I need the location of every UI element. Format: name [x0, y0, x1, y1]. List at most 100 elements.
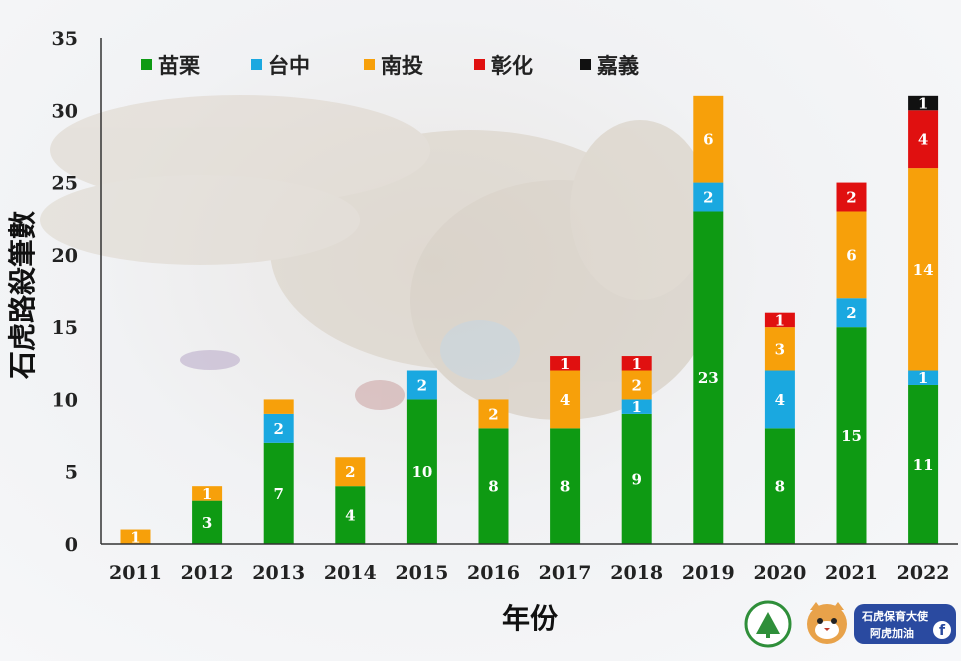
data-label: 8 [775, 478, 785, 496]
data-label: 1 [775, 311, 785, 329]
data-label: 4 [918, 131, 928, 149]
legend-swatch [580, 59, 591, 70]
legend-item: 南投 [364, 54, 423, 78]
legend-label: 台中 [268, 54, 310, 78]
data-label: 2 [846, 189, 856, 207]
bar-segment [192, 486, 223, 501]
x-axis-title: 年份 [502, 602, 558, 635]
legend-swatch [474, 59, 485, 70]
bar-segment [621, 356, 652, 371]
bar-segment [406, 370, 437, 400]
bar-stack-2019: 23 2 6 [693, 95, 724, 544]
x-tick-label: 2011 [109, 562, 162, 584]
bar-segment [192, 500, 223, 544]
y-tick-label: 15 [52, 317, 78, 339]
badge-text: 石虎保育大使 [861, 609, 929, 623]
legend-label: 嘉義 [597, 54, 639, 78]
data-label: 1 [560, 355, 570, 373]
bar-segment [836, 327, 867, 544]
bar-stack-2016: 82 [478, 399, 509, 544]
data-label: 6 [703, 131, 713, 149]
bar-stack-2021: 15 2 6 2 [836, 182, 867, 544]
x-tick-label: 2015 [395, 562, 448, 584]
bar-segment [693, 182, 724, 212]
data-label: 1 [130, 528, 140, 546]
y-tick-label: 5 [65, 462, 78, 484]
bar-segment [621, 413, 652, 544]
bar-segment [908, 95, 939, 111]
bar-segment [908, 370, 939, 385]
bar-segment [550, 370, 581, 429]
bar-segment [836, 211, 867, 299]
facebook-icon: f [939, 623, 946, 639]
data-label: 9 [631, 470, 641, 488]
legend-item: 台中 [251, 54, 310, 78]
x-tick-label: 2020 [753, 562, 806, 584]
bar-segment [693, 211, 724, 544]
legend-item: 苗栗 [141, 54, 200, 78]
x-tick-label: 2016 [467, 562, 520, 584]
legend-label: 苗栗 [158, 54, 200, 78]
bar-stack-2014: 42 [335, 457, 366, 544]
legend: 苗栗 台中 南投 彰化 嘉義 [141, 54, 639, 78]
y-tick-label: 30 [52, 100, 78, 122]
x-tick-label: 2013 [252, 562, 305, 584]
legend-swatch [251, 59, 262, 70]
badge-subtext: 阿虎加油 [870, 626, 914, 640]
leopard-cat-mascot-logo [807, 602, 847, 644]
legend-swatch [364, 59, 375, 70]
bar-stack-2020: 8 4 3 1 [764, 311, 795, 544]
data-label: 1 [631, 398, 641, 416]
y-axis-title: 石虎路殺筆數 [6, 211, 39, 380]
bar-segment [621, 370, 652, 400]
data-label: 8 [560, 478, 570, 496]
data-label: 4 [560, 391, 570, 409]
bar-segment [693, 95, 724, 183]
y-tick-label: 20 [52, 245, 78, 267]
bar-segment [836, 298, 867, 328]
y-tick-label: 10 [52, 389, 78, 411]
bar-stack-2012: 31 [192, 485, 223, 544]
data-label: 11 [913, 456, 934, 474]
bar-stack-2018: 9 1 2 1 [621, 355, 652, 544]
x-tick-label: 2019 [682, 562, 735, 584]
data-label: 1 [918, 95, 928, 113]
data-label: 3 [775, 340, 785, 358]
data-label: 15 [841, 427, 862, 445]
bar-segment [263, 413, 294, 443]
data-label: 4 [345, 507, 355, 525]
bar-segment [550, 428, 581, 544]
data-label: 23 [698, 369, 719, 387]
bar-segment [836, 182, 867, 212]
data-label: 4 [775, 391, 785, 409]
data-label: 7 [273, 485, 283, 503]
x-tick-label: 2022 [897, 562, 950, 584]
legend-label: 南投 [381, 54, 423, 78]
bar-segment [764, 428, 795, 544]
bar-stack-2013: 72 [263, 399, 294, 544]
bar-segment [550, 356, 581, 371]
bar-segment [406, 399, 437, 544]
x-tick-label: 2014 [324, 562, 377, 584]
data-label: 14 [913, 261, 934, 279]
data-label: 2 [846, 304, 856, 322]
x-axis-ticks: 2011 2012 2013 2014 2015 2016 2017 2018 2019 2020… [109, 562, 949, 584]
data-label: 2 [488, 405, 498, 423]
data-label: 3 [202, 514, 212, 532]
bar-segment [335, 457, 366, 487]
bar-segment [764, 312, 795, 328]
bar-segment [621, 399, 652, 414]
bar-segment [478, 399, 509, 429]
x-tick-label: 2017 [539, 562, 592, 584]
data-label: 2 [345, 463, 355, 481]
data-label: 2 [631, 376, 641, 394]
bar-segment [764, 327, 795, 371]
bar-segment [908, 384, 939, 544]
bar-segment [120, 529, 151, 544]
bar-segment [908, 168, 939, 371]
x-tick-label: 2018 [610, 562, 663, 584]
data-label: 1 [918, 369, 928, 387]
y-tick-label: 0 [65, 534, 78, 556]
